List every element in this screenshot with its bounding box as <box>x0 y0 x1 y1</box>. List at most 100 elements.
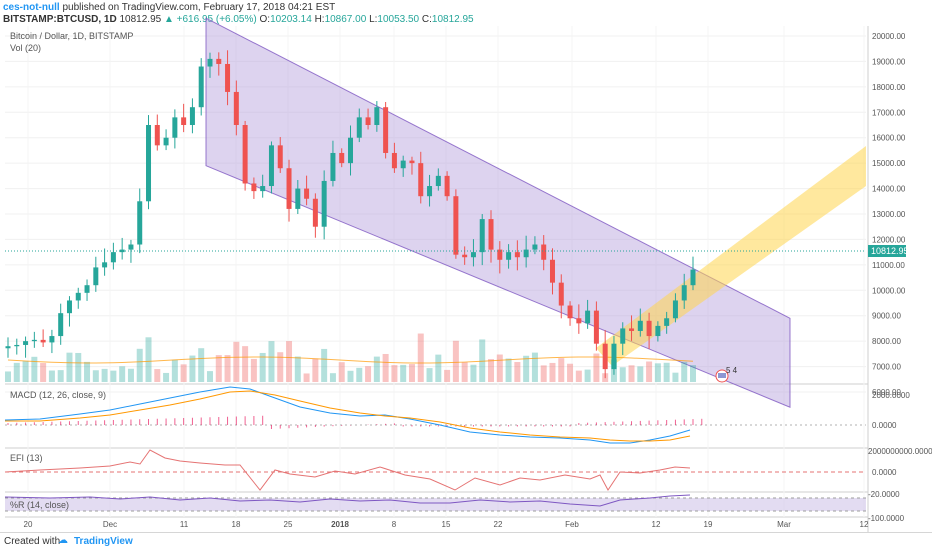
macd-line <box>4 386 691 444</box>
price-tick-label: 18000.00 <box>872 83 906 92</box>
macd-histogram-bar <box>183 418 185 425</box>
candle-body <box>348 137 353 164</box>
candle-body <box>277 145 283 169</box>
time-tick-label: Mar <box>777 520 791 529</box>
candle-body <box>251 183 257 192</box>
candle-body <box>418 163 424 197</box>
macd-histogram-bar <box>666 420 668 425</box>
candle-body <box>137 201 143 245</box>
candle-body <box>312 198 318 227</box>
macd-histogram-bar <box>235 416 237 425</box>
price-axis: 20000.00 19000.00 18000.00 17000.00 16000.00… <box>872 32 906 397</box>
macd-histogram-bar <box>270 425 272 429</box>
macd-histogram-bar <box>534 425 536 427</box>
volume-bar <box>119 366 126 382</box>
macd-histogram-bar <box>622 421 624 425</box>
candlesticks <box>5 50 696 379</box>
efi-tick-0: 0.0000 <box>872 468 897 477</box>
time-tick-label: 2018 <box>331 520 349 529</box>
macd-histogram-bar <box>104 420 106 425</box>
volume-bar <box>13 362 20 382</box>
time-tick-label: 8 <box>392 520 397 529</box>
time-tick-label: 12 <box>860 520 869 529</box>
candle-body <box>5 346 11 349</box>
candle-body <box>558 282 564 306</box>
volume-bar <box>286 341 293 382</box>
chart-canvas[interactable]: 20000.00 19000.00 18000.00 17000.00 16000.00… <box>0 0 932 532</box>
candle-body <box>681 285 687 301</box>
volume-bar <box>408 364 415 382</box>
macd-histogram-bar <box>25 422 27 425</box>
macd-histogram-bar <box>578 423 580 425</box>
macd-histogram-bar <box>7 423 9 425</box>
macd-histogram-bar <box>288 425 290 429</box>
volume-bar <box>321 348 328 382</box>
candle-body <box>488 219 494 250</box>
descending-channel <box>205 17 791 409</box>
candle-body <box>602 343 608 370</box>
price-tick-label: 8000.00 <box>872 337 901 346</box>
volume-bar <box>681 361 688 382</box>
candle-body <box>541 244 547 260</box>
tradingview-brand[interactable]: TradingView <box>74 536 133 547</box>
publish-header: ces-not-null published on TradingView.co… <box>3 2 335 13</box>
macd-histogram-bar <box>455 425 457 427</box>
candle-body <box>427 186 433 197</box>
macd-histogram-bar <box>51 421 53 425</box>
candle-body <box>506 252 512 260</box>
volume-bar <box>277 352 284 382</box>
macd-histogram-bar <box>701 418 703 425</box>
macd-histogram-bar <box>639 420 641 425</box>
candle-body <box>242 125 248 184</box>
volume-bar <box>400 364 407 382</box>
candle-body <box>66 300 72 314</box>
volume-bar <box>479 339 486 382</box>
macd-histogram-bar <box>631 421 633 425</box>
macd-histogram-bar <box>165 418 167 425</box>
ascending-projection-channel <box>596 146 866 366</box>
macd-histogram-bar <box>130 419 132 425</box>
macd-histogram-bar <box>464 425 466 427</box>
macd-histogram-bar <box>323 425 325 427</box>
pane-borders <box>5 26 869 532</box>
price-tick-label: 17000.00 <box>872 108 906 117</box>
macd-histogram-bar <box>587 422 589 425</box>
price-tick-label: 20000.00 <box>872 32 906 41</box>
macd-histogram-bar <box>60 421 62 425</box>
volume-bar <box>163 372 170 382</box>
candle-body <box>216 58 222 64</box>
volume-bar <box>48 370 55 382</box>
volume-bar <box>593 353 600 382</box>
volume-bar <box>198 348 205 382</box>
volume-bar <box>242 346 249 382</box>
macd-histogram-bar <box>411 425 413 427</box>
macd-histogram-bar <box>209 417 211 425</box>
author-link[interactable]: ces-not-null <box>3 2 60 13</box>
created-with-label: Created with <box>4 536 61 547</box>
macd-tick-0: 0.0000 <box>872 421 897 430</box>
macd-histogram-bar <box>683 419 685 425</box>
candle-body <box>365 117 371 125</box>
candle-body <box>233 91 239 125</box>
macd-histogram-bar <box>508 425 510 427</box>
candle-body <box>339 152 345 164</box>
volume-bar <box>154 369 161 382</box>
volume-bar <box>426 368 433 382</box>
candle-body <box>225 63 231 92</box>
macd-histogram-bar <box>112 420 114 425</box>
volume-bar <box>444 369 451 382</box>
volume-bar <box>110 370 117 382</box>
macd-histogram-bar <box>429 425 431 427</box>
volume-bar <box>215 355 222 382</box>
efi-legend: EFI (13) <box>10 453 43 463</box>
candle-body <box>523 249 529 258</box>
volume-bar <box>628 365 635 382</box>
volume-bar <box>259 352 266 382</box>
macd-histogram-bar <box>42 422 44 425</box>
macd-histogram <box>7 415 703 429</box>
candle-body <box>295 188 301 209</box>
macd-histogram-bar <box>499 425 501 427</box>
candle-body <box>514 252 520 258</box>
candle-body <box>31 339 37 342</box>
candle-body <box>189 107 195 125</box>
